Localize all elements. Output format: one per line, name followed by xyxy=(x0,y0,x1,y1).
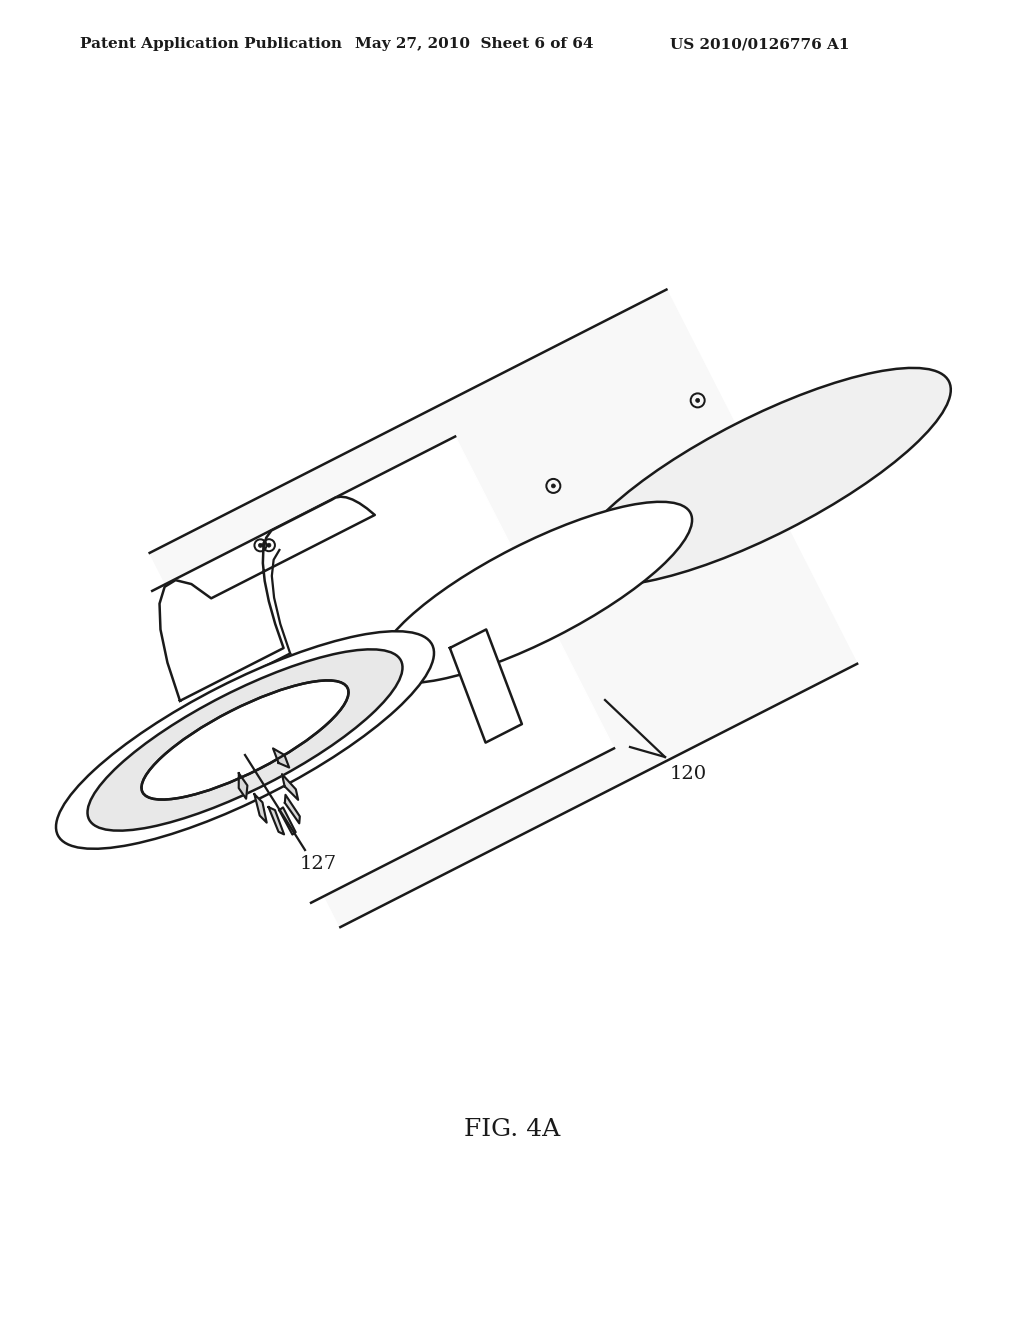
Circle shape xyxy=(267,544,271,548)
Polygon shape xyxy=(280,808,296,834)
Polygon shape xyxy=(254,795,266,822)
Polygon shape xyxy=(150,289,857,927)
Ellipse shape xyxy=(377,502,692,684)
Polygon shape xyxy=(450,630,522,743)
Circle shape xyxy=(551,484,555,488)
Ellipse shape xyxy=(141,680,348,800)
Text: May 27, 2010  Sheet 6 of 64: May 27, 2010 Sheet 6 of 64 xyxy=(355,37,594,51)
Polygon shape xyxy=(285,795,300,824)
Polygon shape xyxy=(282,774,298,800)
Polygon shape xyxy=(160,496,375,701)
Text: 120: 120 xyxy=(670,766,708,783)
Ellipse shape xyxy=(87,649,402,830)
Ellipse shape xyxy=(56,631,434,849)
Polygon shape xyxy=(239,774,248,799)
Text: FIG. 4A: FIG. 4A xyxy=(464,1118,560,1142)
Text: US 2010/0126776 A1: US 2010/0126776 A1 xyxy=(670,37,850,51)
Polygon shape xyxy=(273,748,289,767)
Ellipse shape xyxy=(572,368,951,586)
Text: 127: 127 xyxy=(300,855,337,873)
Polygon shape xyxy=(268,807,284,834)
Text: Patent Application Publication: Patent Application Publication xyxy=(80,37,342,51)
Polygon shape xyxy=(153,437,614,903)
Circle shape xyxy=(258,544,262,548)
Circle shape xyxy=(695,399,699,403)
